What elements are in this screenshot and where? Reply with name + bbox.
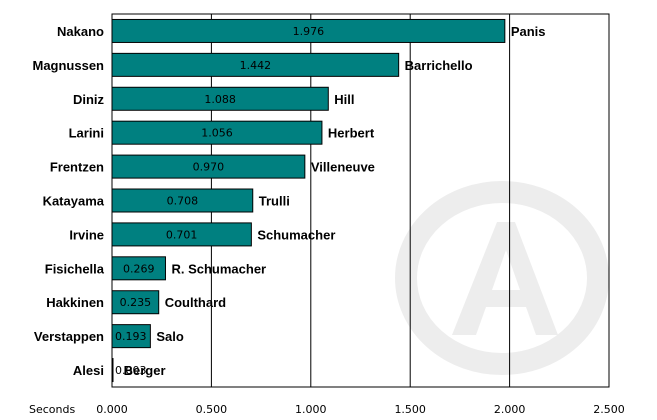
bar (111, 120, 323, 145)
data-label: 1.442 (240, 59, 272, 72)
bar-end-label: Berger (124, 363, 166, 378)
bar-end-label: Trulli (259, 194, 290, 209)
bar-end-label: R. Schumacher (171, 261, 266, 276)
bar (111, 256, 166, 281)
bar (111, 18, 506, 43)
data-label: 0.970 (193, 161, 225, 174)
bar (111, 358, 114, 383)
bar-end-label: Villeneuve (311, 160, 375, 175)
x-tick-label: 0.500 (196, 403, 228, 416)
category-label: Frentzen (50, 160, 104, 175)
category-labels: Nakano Panis Magnussen Barrichello Diniz Hill… (32, 24, 545, 378)
category-label: Verstappen (34, 329, 104, 344)
category-label: Hakkinen (46, 295, 104, 310)
bar (111, 52, 400, 77)
bar-end-label: Panis (511, 24, 546, 39)
bar-end-label: Salo (156, 329, 184, 344)
category-label: Alesi (73, 363, 104, 378)
data-label: 0.269 (123, 262, 155, 275)
category-label: Fisichella (45, 261, 105, 276)
data-label: 0.708 (167, 195, 199, 208)
x-tick-label: 2.500 (593, 403, 625, 416)
data-label: 0.701 (166, 228, 198, 241)
data-label: 0.193 (115, 330, 147, 343)
bar (111, 290, 160, 315)
data-label: 1.056 (201, 127, 233, 140)
category-label: Larini (69, 126, 104, 141)
bar (111, 86, 329, 111)
bar-end-label: Barrichello (405, 58, 473, 73)
x-tick-label: 0.000 (96, 403, 128, 416)
data-label: 1.976 (293, 25, 325, 38)
bar-end-label: Coulthard (165, 295, 226, 310)
data-label: 0.003 (115, 364, 147, 377)
category-label: Diniz (73, 92, 105, 107)
bar (111, 222, 252, 247)
x-tick-label: 2.000 (494, 403, 526, 416)
category-label: Nakano (57, 24, 104, 39)
watermark-logo (395, 181, 609, 375)
x-tick-label: 1.000 (295, 403, 327, 416)
bar (111, 188, 254, 213)
bar-end-label: Schumacher (257, 227, 335, 242)
bar-end-label: Herbert (328, 126, 375, 141)
category-label: Katayama (43, 194, 105, 209)
category-label: Irvine (69, 227, 104, 242)
data-label: 1.088 (204, 93, 236, 106)
category-label: Magnussen (32, 58, 104, 73)
x-axis: Seconds 0.000 0.500 1.000 1.500 2.000 2.500 (29, 403, 625, 416)
x-axis-label: Seconds (29, 403, 75, 416)
bar (111, 154, 306, 179)
x-tick-label: 1.500 (394, 403, 426, 416)
bars: 1.976 1.442 1.088 1.056 0.970 0.708 0.701 0.269… (111, 18, 506, 383)
data-label: 0.235 (120, 296, 152, 309)
bar (111, 324, 151, 349)
bar-end-label: Hill (334, 92, 354, 107)
